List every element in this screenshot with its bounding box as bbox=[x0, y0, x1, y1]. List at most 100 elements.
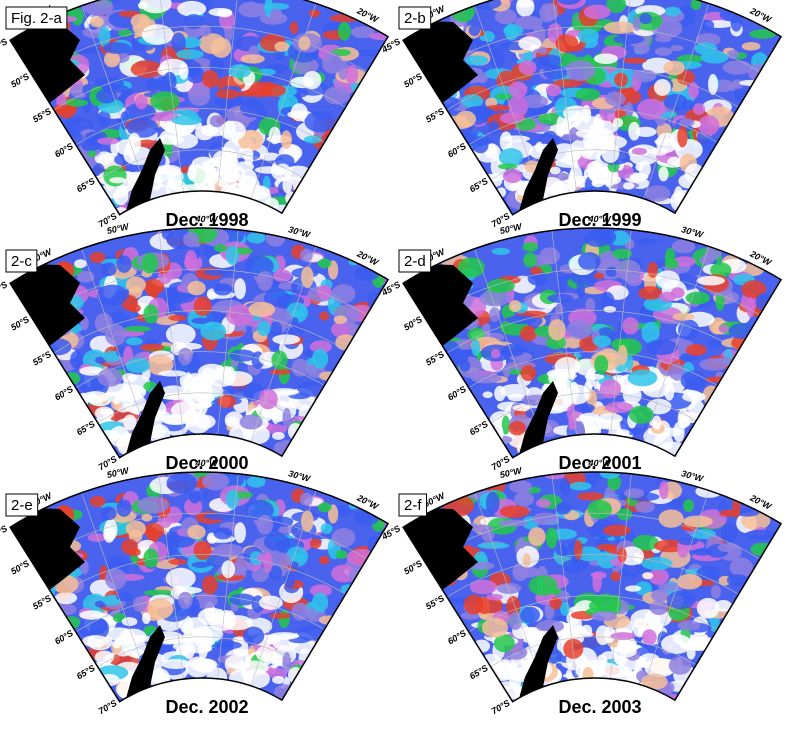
chlorophyll-patch bbox=[637, 98, 666, 120]
chlorophyll-patch bbox=[263, 289, 290, 307]
chlorophyll-patch bbox=[490, 348, 501, 359]
map-content bbox=[403, 0, 782, 215]
chlorophyll-patch bbox=[188, 490, 201, 504]
chlorophyll-patch bbox=[673, 256, 696, 267]
chlorophyll-patch bbox=[593, 272, 605, 279]
chlorophyll-patch bbox=[121, 538, 138, 555]
graticule bbox=[53, 67, 346, 111]
chlorophyll-patch bbox=[109, 177, 127, 184]
chlorophyll-patch bbox=[694, 42, 718, 56]
chlorophyll-patch bbox=[677, 408, 690, 429]
graticule bbox=[217, 0, 239, 192]
chlorophyll-patch bbox=[514, 15, 543, 30]
chlorophyll-patch bbox=[82, 142, 100, 152]
chlorophyll-patch bbox=[220, 609, 232, 620]
chlorophyll-patch bbox=[201, 472, 230, 491]
chlorophyll-patch bbox=[193, 540, 212, 560]
graticule bbox=[97, 392, 304, 424]
chlorophyll-patch bbox=[578, 252, 601, 271]
chlorophyll-patch bbox=[682, 391, 706, 403]
chlorophyll-patch bbox=[722, 60, 753, 75]
chlorophyll-patch bbox=[499, 383, 530, 398]
chlorophyll-patch bbox=[124, 325, 151, 332]
chlorophyll-patch bbox=[518, 59, 537, 76]
chlorophyll-patch bbox=[97, 137, 119, 145]
chlorophyll-patch bbox=[687, 82, 699, 99]
graticule bbox=[158, 0, 184, 193]
chlorophyll-patch bbox=[256, 514, 274, 535]
chlorophyll-patch bbox=[649, 147, 668, 156]
chlorophyll-patch bbox=[708, 73, 718, 95]
chlorophyll-patch bbox=[290, 561, 299, 570]
chlorophyll-patch bbox=[132, 596, 147, 612]
chlorophyll-patch bbox=[187, 524, 206, 540]
chlorophyll-patch bbox=[333, 315, 348, 324]
chlorophyll-patch bbox=[593, 335, 612, 348]
chlorophyll-patch bbox=[587, 499, 612, 520]
chlorophyll-patch bbox=[586, 159, 613, 178]
chlorophyll-patch bbox=[234, 522, 246, 544]
chlorophyll-patch bbox=[94, 312, 113, 334]
chlorophyll-patch bbox=[522, 553, 531, 568]
chlorophyll-patch bbox=[291, 602, 309, 621]
chlorophyll-patch bbox=[345, 64, 359, 85]
chlorophyll-patch bbox=[238, 1, 267, 18]
chlorophyll-patch bbox=[623, 272, 641, 283]
graticule bbox=[551, 230, 577, 436]
chlorophyll-patch bbox=[682, 515, 713, 528]
chlorophyll-patch bbox=[548, 319, 566, 341]
panel-label-box bbox=[398, 493, 428, 517]
map-content bbox=[10, 228, 389, 458]
panel-caption: Dec. 2002 bbox=[165, 697, 248, 717]
chlorophyll-patch bbox=[113, 187, 129, 206]
chlorophyll-patch bbox=[596, 543, 616, 551]
lat-label: 55°S bbox=[424, 593, 446, 611]
chlorophyll-patch bbox=[475, 596, 503, 616]
map-panel: 60°W30°W20°W45°S50°S55°S60°S65°S70°S2-bD… bbox=[379, 0, 783, 230]
chlorophyll-patch bbox=[193, 296, 212, 316]
chlorophyll-patch bbox=[680, 370, 707, 391]
graticule bbox=[250, 3, 317, 200]
panel-caption: Dec. 1998 bbox=[165, 210, 248, 230]
chlorophyll-patch bbox=[653, 78, 671, 96]
chlorophyll-patch bbox=[666, 590, 696, 610]
chlorophyll-patch bbox=[275, 163, 290, 175]
chlorophyll-patch bbox=[606, 0, 627, 14]
chlorophyll-patch bbox=[493, 634, 515, 653]
chlorophyll-patch bbox=[710, 262, 732, 278]
chlorophyll-patch bbox=[89, 16, 104, 28]
chlorophyll-patch bbox=[508, 81, 528, 99]
chlorophyll-patch bbox=[242, 626, 265, 646]
chlorophyll-patch bbox=[618, 657, 648, 670]
graticule bbox=[424, 25, 760, 76]
chlorophyll-patch bbox=[317, 284, 332, 300]
chlorophyll-patch bbox=[624, 488, 645, 499]
chlorophyll-patch bbox=[644, 658, 676, 678]
chlorophyll-patch bbox=[167, 314, 187, 321]
chlorophyll-patch bbox=[619, 568, 630, 577]
chlorophyll-patch bbox=[101, 262, 117, 277]
chlorophyll-patch bbox=[663, 93, 688, 111]
chlorophyll-patch bbox=[545, 84, 562, 97]
chlorophyll-patch bbox=[188, 84, 211, 107]
graticule bbox=[250, 246, 317, 443]
chlorophyll-patch bbox=[258, 595, 283, 610]
map-border bbox=[402, 471, 783, 703]
chlorophyll-patch bbox=[147, 354, 173, 376]
chlorophyll-patch bbox=[225, 489, 240, 510]
chlorophyll-patch bbox=[577, 28, 599, 44]
chlorophyll-patch bbox=[209, 115, 225, 128]
chlorophyll-patch bbox=[274, 41, 290, 52]
chlorophyll-patch bbox=[520, 606, 540, 624]
chlorophyll-patch bbox=[563, 638, 584, 659]
chlorophyll-patch bbox=[185, 249, 198, 271]
map-border bbox=[9, 471, 390, 703]
chlorophyll-patch bbox=[195, 125, 215, 141]
chlorophyll-patch bbox=[645, 185, 671, 202]
chlorophyll-patch bbox=[238, 90, 257, 97]
chlorophyll-patch bbox=[74, 259, 87, 269]
chlorophyll-patch bbox=[112, 640, 122, 649]
chlorophyll-patch bbox=[165, 287, 178, 306]
chlorophyll-patch bbox=[103, 51, 121, 68]
